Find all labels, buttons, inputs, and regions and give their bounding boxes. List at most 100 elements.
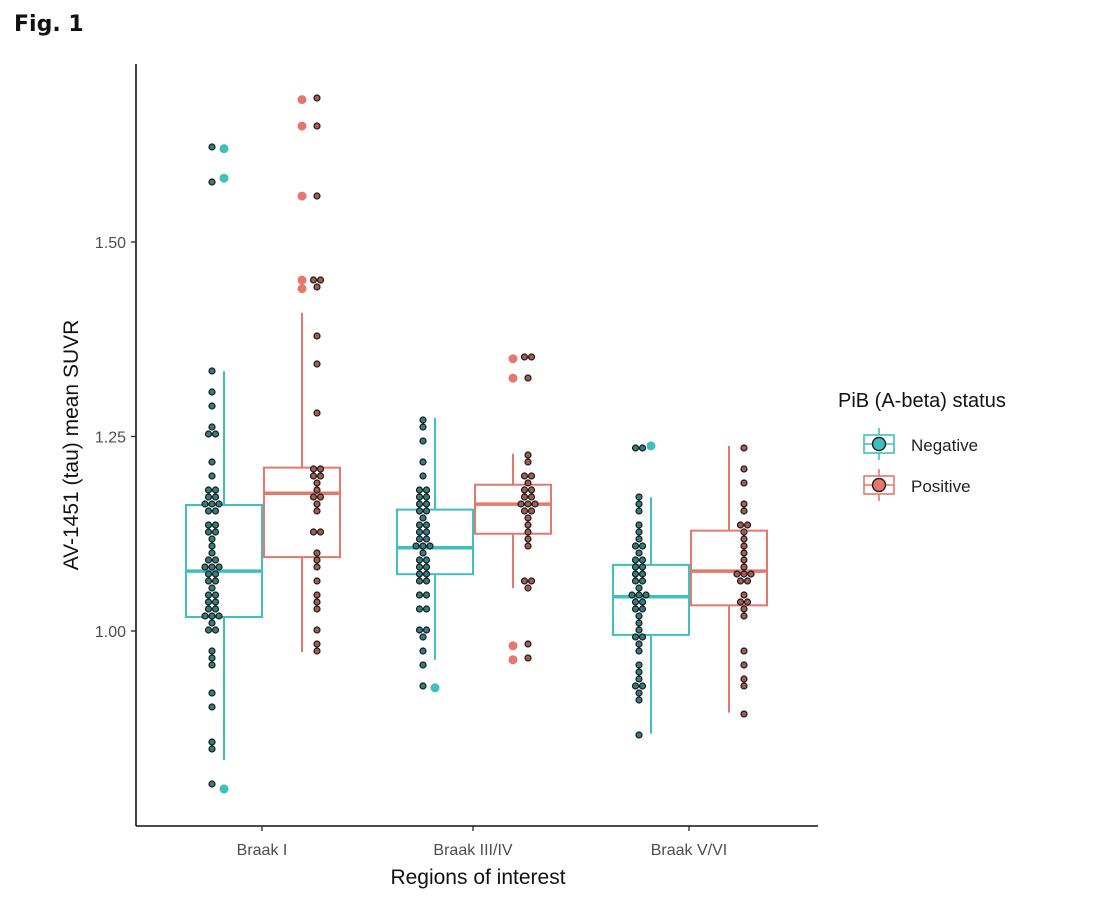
data-point — [631, 570, 640, 578]
data-point — [313, 283, 321, 291]
data-point — [422, 626, 431, 634]
data-point — [419, 416, 427, 424]
figure-label: Fig. 1 — [14, 12, 84, 37]
data-point — [743, 521, 752, 529]
data-point — [631, 444, 640, 452]
data-point — [631, 577, 640, 585]
data-point — [313, 409, 321, 417]
legend-key-negative — [863, 428, 895, 460]
data-point — [419, 458, 427, 466]
data-point — [316, 472, 325, 480]
data-point — [524, 654, 532, 662]
data-point — [635, 696, 643, 704]
data-point — [208, 703, 216, 711]
data-point — [313, 563, 321, 571]
data-point — [316, 493, 325, 501]
data-point — [208, 619, 216, 627]
legend-label-negative: Negative — [911, 436, 978, 455]
y-tick-label: 1.50 — [95, 235, 126, 252]
data-point — [309, 493, 318, 501]
data-point — [736, 521, 745, 529]
data-point — [208, 388, 216, 396]
outlier-point — [297, 191, 307, 201]
data-point — [631, 682, 640, 690]
data-point — [313, 486, 321, 494]
data-point — [419, 661, 427, 669]
data-point — [740, 682, 748, 690]
data-point — [524, 451, 532, 459]
box-negative-1 — [396, 417, 474, 693]
data-point — [527, 507, 536, 515]
data-point — [740, 535, 748, 543]
data-point — [635, 668, 643, 676]
box-iqr — [263, 466, 341, 559]
data-point — [313, 647, 321, 655]
data-point — [635, 584, 643, 592]
data-point — [415, 605, 424, 613]
box-iqr — [396, 508, 474, 576]
y-axis-title: AV-1451 (tau) mean SUVR — [60, 320, 83, 571]
data-point — [524, 542, 532, 550]
data-point — [426, 542, 434, 550]
data-point — [740, 542, 748, 550]
data-point — [208, 367, 216, 375]
data-point — [313, 360, 321, 368]
data-point — [422, 486, 431, 494]
data-point — [631, 542, 640, 550]
data-point — [313, 598, 321, 606]
data-point — [415, 535, 424, 543]
legend-title: PiB (A-beta) status — [838, 390, 1006, 412]
data-point — [419, 423, 427, 431]
x-tick-label: Braak V/VI — [651, 842, 727, 859]
data-point — [313, 626, 321, 634]
data-point — [208, 738, 216, 746]
box-iqr — [690, 529, 768, 607]
data-point — [208, 178, 216, 186]
data-point — [419, 437, 427, 445]
data-point — [204, 570, 213, 578]
data-point — [635, 612, 643, 620]
x-tick-label: Braak III/IV — [433, 842, 512, 859]
box-iqr — [185, 503, 263, 618]
data-point — [204, 430, 213, 438]
data-point — [415, 521, 424, 529]
data-point — [524, 479, 532, 487]
data-point — [215, 612, 223, 620]
data-point — [415, 556, 424, 564]
data-point — [635, 661, 643, 669]
data-point — [520, 493, 529, 501]
data-point — [642, 591, 650, 599]
data-point — [635, 640, 643, 648]
data-point — [419, 472, 427, 480]
data-point — [309, 528, 318, 536]
data-point — [422, 563, 431, 571]
box-negative-2 — [612, 441, 690, 734]
data-point — [208, 584, 216, 592]
data-point — [527, 472, 536, 480]
data-point — [211, 486, 220, 494]
data-point — [415, 528, 424, 536]
outlier-point — [508, 641, 518, 651]
data-point — [208, 535, 216, 543]
data-point — [201, 612, 209, 620]
data-point — [309, 276, 318, 284]
data-point — [628, 591, 636, 599]
data-point — [211, 591, 220, 599]
data-point — [743, 577, 752, 585]
data-point — [422, 507, 431, 515]
data-point — [740, 675, 748, 683]
data-point — [524, 584, 532, 592]
data-point — [419, 633, 427, 641]
data-point — [631, 633, 640, 641]
data-point — [313, 479, 321, 487]
data-point — [419, 549, 427, 557]
box-iqr — [474, 483, 552, 535]
data-point — [313, 332, 321, 340]
data-point — [204, 493, 213, 501]
data-point — [415, 493, 424, 501]
data-point — [211, 577, 220, 585]
data-point — [638, 605, 647, 613]
data-point — [316, 528, 325, 536]
data-point — [208, 542, 216, 550]
